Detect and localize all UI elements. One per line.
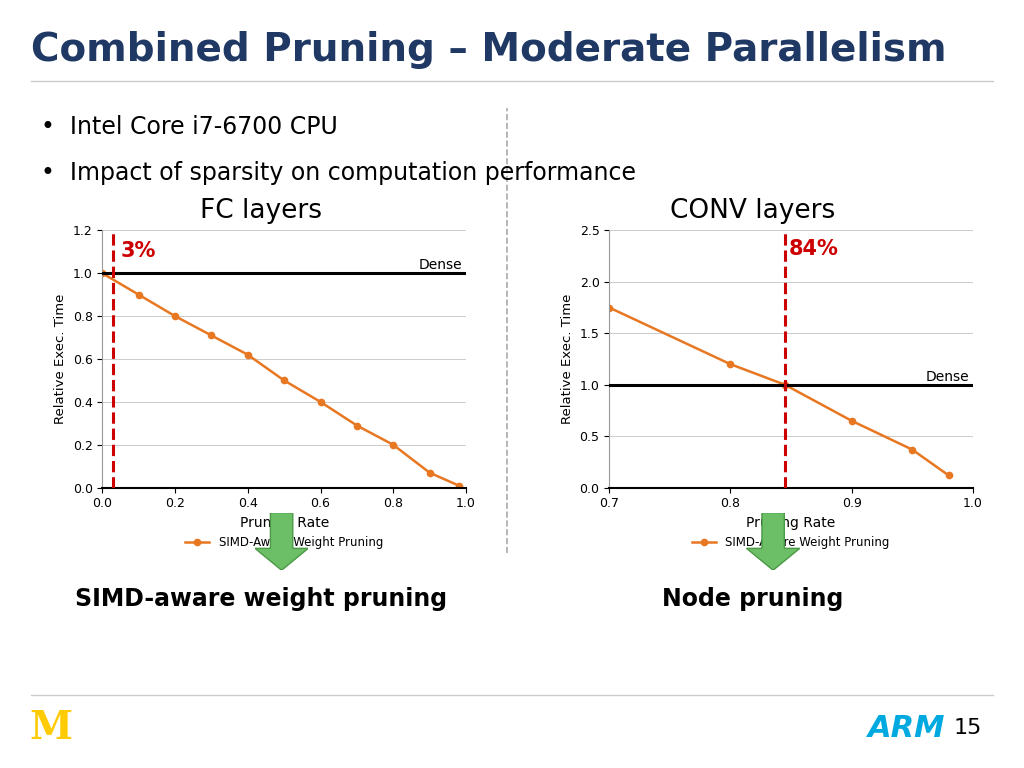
Text: 84%: 84% [788, 239, 839, 259]
Text: 15: 15 [953, 718, 982, 738]
Text: Dense: Dense [926, 370, 969, 384]
X-axis label: Pruning Rate: Pruning Rate [240, 516, 329, 530]
X-axis label: Pruning Rate: Pruning Rate [746, 516, 836, 530]
Text: ARM: ARM [867, 713, 945, 743]
Text: SIMD-aware weight pruning: SIMD-aware weight pruning [75, 587, 447, 611]
Polygon shape [746, 513, 800, 570]
Text: CONV layers: CONV layers [670, 198, 836, 224]
Text: Node pruning: Node pruning [662, 587, 844, 611]
Text: Dense: Dense [419, 257, 462, 272]
Legend: SIMD-Aware Weight Pruning: SIMD-Aware Weight Pruning [180, 531, 388, 554]
Text: Combined Pruning – Moderate Parallelism: Combined Pruning – Moderate Parallelism [31, 31, 946, 69]
Y-axis label: Relative Exec. Time: Relative Exec. Time [561, 294, 574, 424]
Y-axis label: Relative Exec. Time: Relative Exec. Time [54, 294, 68, 424]
Text: •  Impact of sparsity on computation performance: • Impact of sparsity on computation perf… [41, 161, 636, 185]
Text: •  Intel Core i7-6700 CPU: • Intel Core i7-6700 CPU [41, 114, 338, 139]
Polygon shape [255, 513, 308, 570]
Legend: SIMD-Aware Weight Pruning: SIMD-Aware Weight Pruning [687, 531, 895, 554]
Text: 3%: 3% [121, 241, 156, 261]
Text: FC layers: FC layers [200, 198, 323, 224]
Text: M: M [30, 709, 73, 747]
